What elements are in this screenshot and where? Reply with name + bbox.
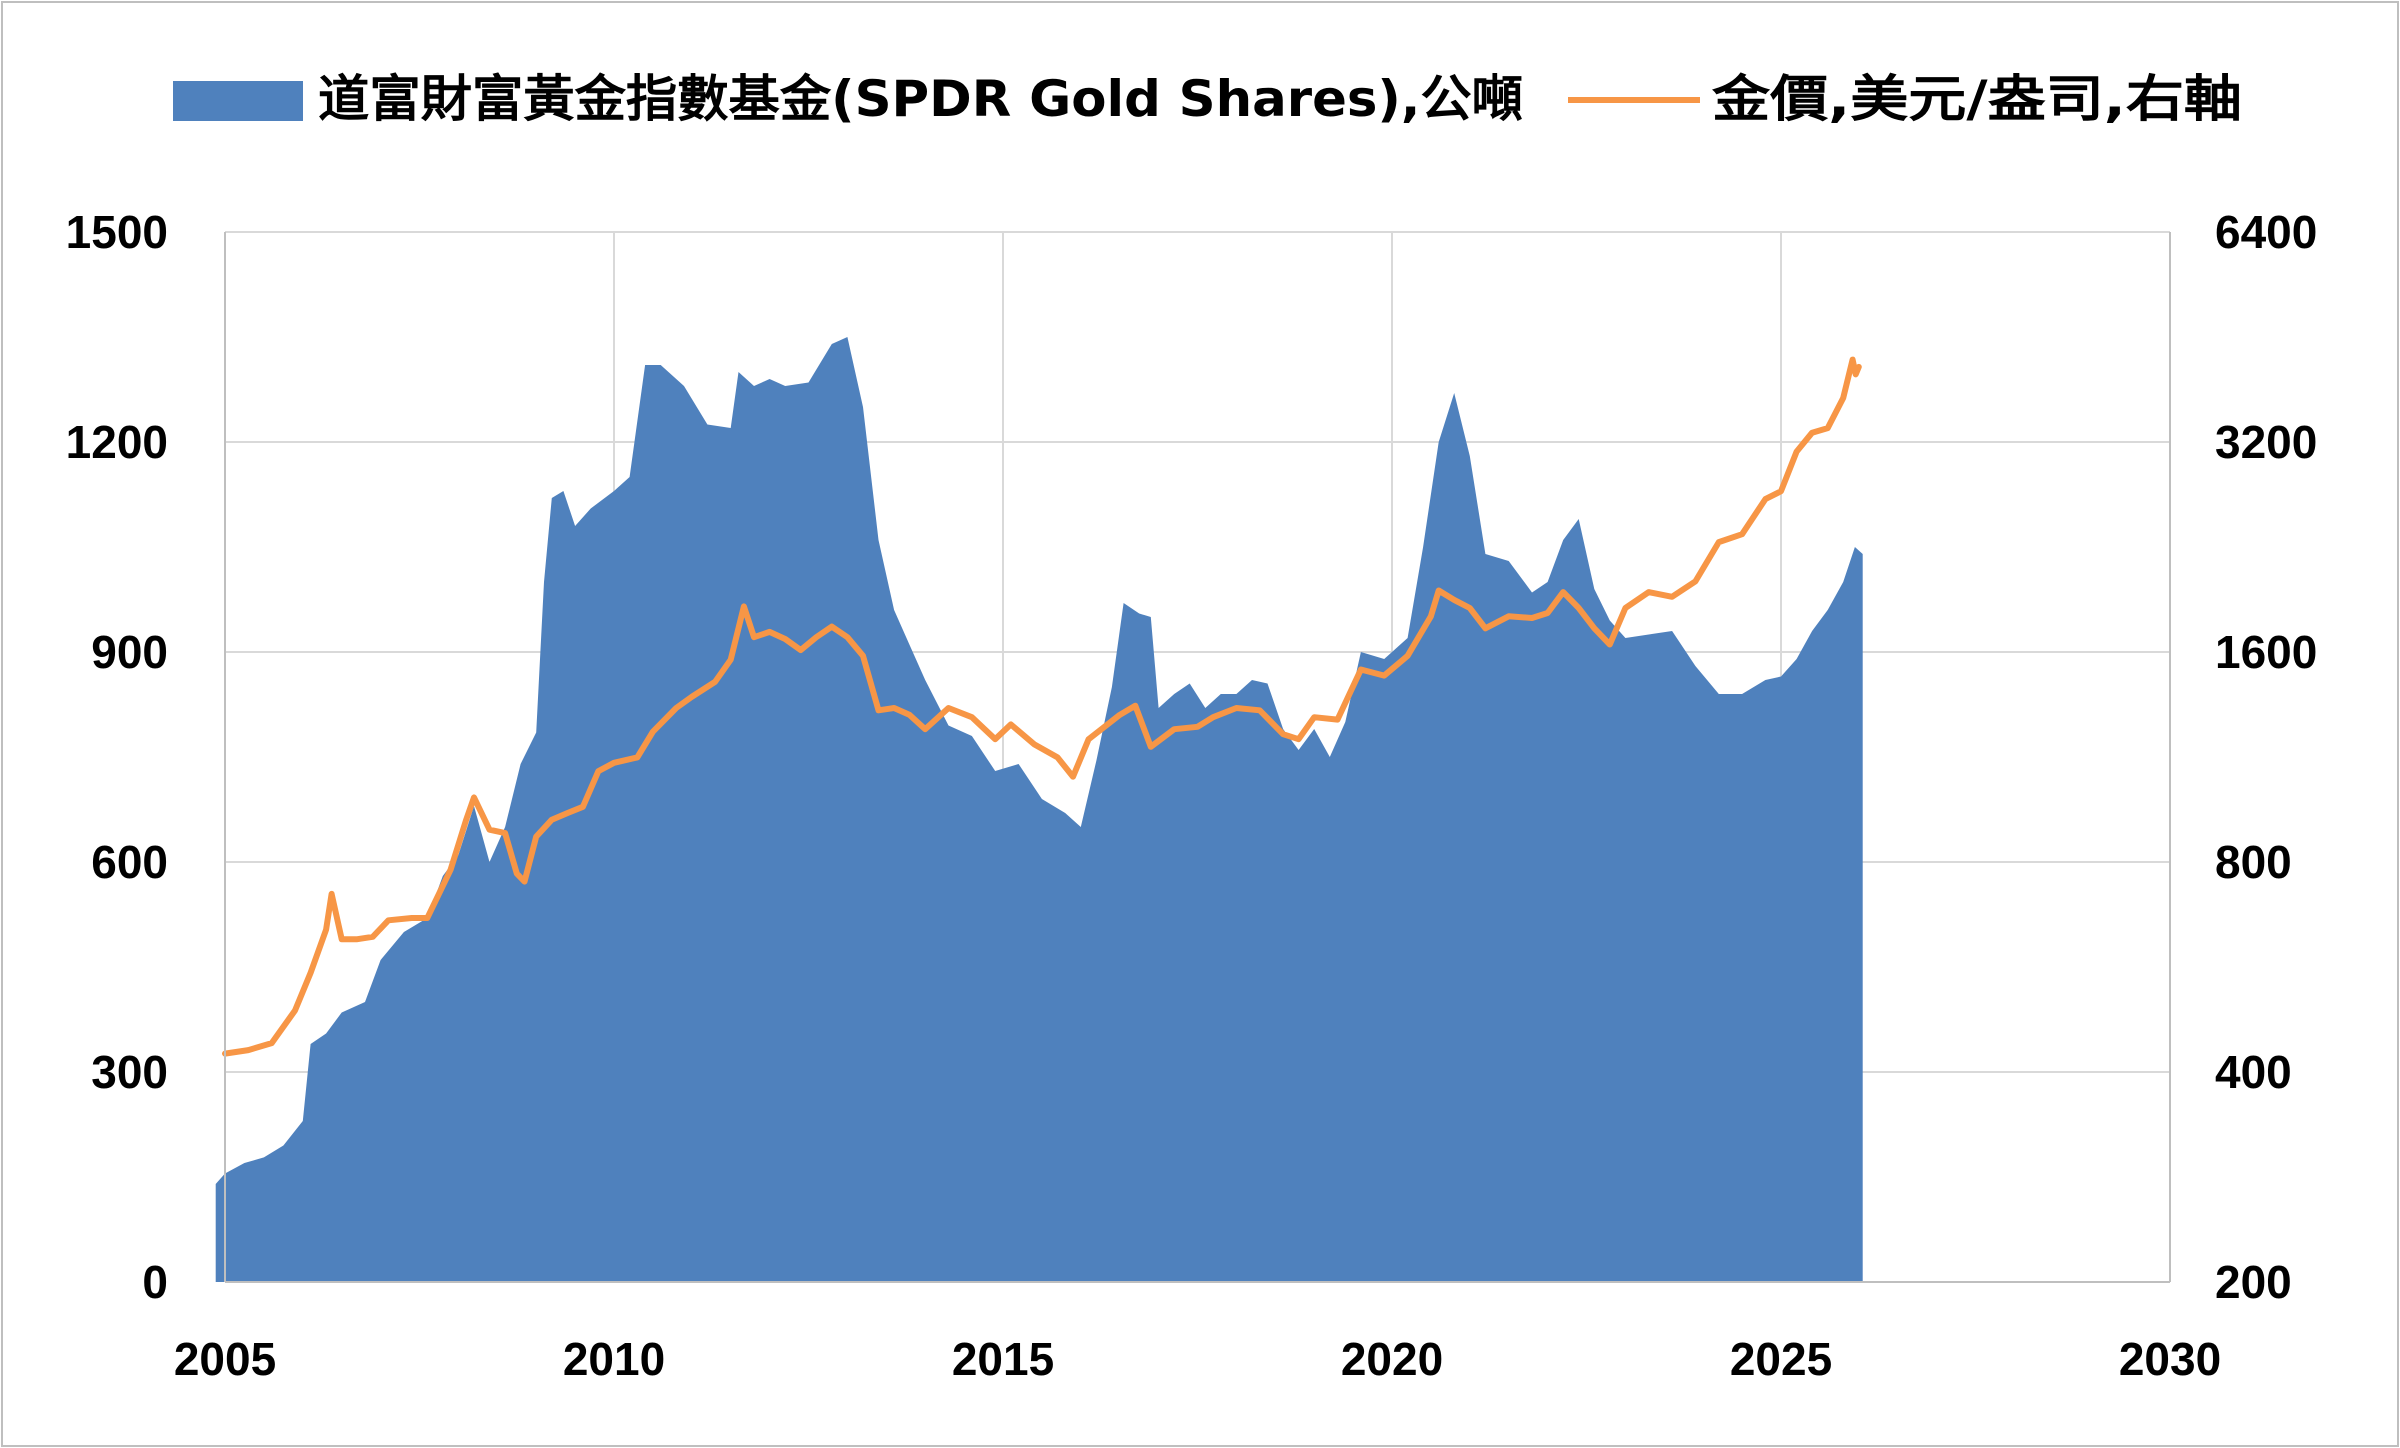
y-tick-label: 600	[91, 836, 168, 888]
y-tick-label: 900	[91, 626, 168, 678]
legend: 道富財富黃金指數基金(SPDR Gold Shares),公噸 金價,美元/盎司…	[173, 70, 2242, 128]
legend-swatch-holdings	[173, 81, 303, 121]
x-tick-label: 2030	[2119, 1333, 2221, 1385]
axis-lines	[224, 232, 2171, 1283]
y2-tick-label: 1600	[2215, 626, 2317, 678]
x-tick-label: 2005	[174, 1333, 276, 1385]
x-axis-ticks: 2005 2010 2015 2020 2025 2030	[174, 1333, 2221, 1385]
x-tick-label: 2020	[1341, 1333, 1443, 1385]
legend-label-gold: 金價,美元/盎司,右軸	[1712, 70, 2242, 128]
gold-price-line-series	[222, 356, 1862, 1057]
y-axis-left-ticks: 0 300 600 900 1200 1500	[66, 206, 168, 1308]
legend-label-holdings: 道富財富黃金指數基金(SPDR Gold Shares),公噸	[318, 70, 1523, 128]
y2-tick-label: 800	[2215, 836, 2292, 888]
y-tick-label: 0	[142, 1256, 168, 1308]
x-tick-label: 2010	[563, 1333, 665, 1385]
y2-tick-label: 200	[2215, 1256, 2292, 1308]
x-tick-label: 2025	[1730, 1333, 1832, 1385]
y-tick-label: 300	[91, 1046, 168, 1098]
y-axis-right-ticks: 200 400 800 1600 3200 6400	[2215, 206, 2317, 1308]
y2-tick-label: 400	[2215, 1046, 2292, 1098]
y-tick-label: 1500	[66, 206, 168, 258]
holdings-area-series	[215, 337, 1863, 1282]
y2-tick-label: 6400	[2215, 206, 2317, 258]
y-tick-label: 1200	[66, 416, 168, 468]
x-tick-label: 2015	[952, 1333, 1054, 1385]
y2-tick-label: 3200	[2215, 416, 2317, 468]
